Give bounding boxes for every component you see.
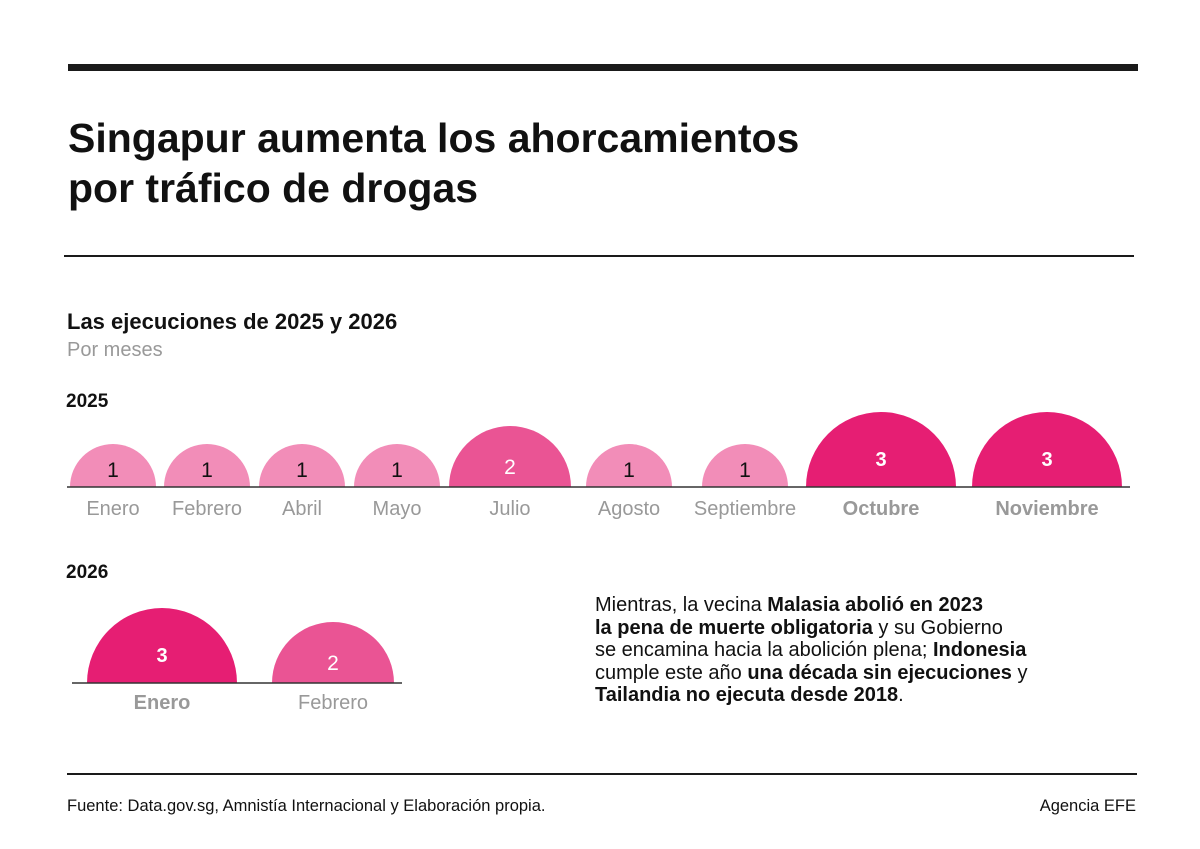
note-segment: y xyxy=(1011,661,1028,684)
semicircle-2025-Julio xyxy=(449,426,571,487)
divider xyxy=(64,255,1134,257)
note-segment: Malasia abolió en 2023 xyxy=(767,594,983,616)
month-label: Noviembre xyxy=(995,498,1098,520)
month-label: Octubre xyxy=(843,498,920,520)
semicircle-2025-Mayo xyxy=(354,444,440,487)
context-note: Mientras, la vecina Malasia abolió en 20… xyxy=(595,594,1115,707)
month-label: Agosto xyxy=(598,498,660,520)
note-segment: cumple este año xyxy=(595,661,748,684)
value-label: 1 xyxy=(391,459,403,482)
note-segment: y su Gobierno xyxy=(872,616,1003,639)
value-label: 2 xyxy=(504,456,516,479)
month-label: Mayo xyxy=(373,498,422,520)
semicircle-2025-Abril xyxy=(259,444,345,487)
page-title: Singapur aumenta los ahorcamientos por t… xyxy=(68,113,968,213)
semicircle-2026-Febrero xyxy=(272,622,394,683)
credit-text: Agencia EFE xyxy=(1039,797,1136,815)
month-label: Septiembre xyxy=(694,498,796,520)
note-segment: se encamina hacia la abolición plena; xyxy=(595,639,933,661)
value-label: 2 xyxy=(327,652,339,675)
note-segment: la pena de muerte obligatoria xyxy=(595,616,873,639)
value-label: 3 xyxy=(1041,449,1052,471)
source-text: Fuente: Data.gov.sg, Amnistía Internacio… xyxy=(67,797,546,815)
title-line-1: Singapur aumenta los ahorcamientos xyxy=(68,115,800,161)
month-label: Enero xyxy=(86,498,139,520)
note-segment: Indonesia xyxy=(933,639,1027,661)
note-segment: una década sin ejecuciones xyxy=(747,661,1012,684)
title-line-2: por tráfico de drogas xyxy=(68,165,479,211)
year-label-2025: 2025 xyxy=(66,391,109,412)
value-label: 1 xyxy=(201,459,213,482)
footer-rule xyxy=(67,773,1137,775)
note-segment: Tailandia no ejecuta desde 2018 xyxy=(595,684,899,706)
month-label: Febrero xyxy=(298,692,368,714)
semicircle-2025-Enero xyxy=(70,444,156,487)
month-label: Abril xyxy=(282,498,322,520)
semicircle-2025-Noviembre xyxy=(972,412,1122,487)
note-segment: . xyxy=(898,684,904,706)
semicircle-2026-Enero xyxy=(87,608,237,683)
month-label: Julio xyxy=(489,498,530,520)
value-label: 1 xyxy=(107,459,119,482)
value-label: 3 xyxy=(156,645,167,667)
month-label: Febrero xyxy=(172,498,242,520)
semicircle-2025-Febrero xyxy=(164,444,250,487)
value-label: 3 xyxy=(875,449,886,471)
semicircle-2025-Agosto xyxy=(586,444,672,487)
chart-title: Las ejecuciones de 2025 y 2026 xyxy=(67,309,398,334)
year-label-2026: 2026 xyxy=(66,562,109,583)
value-label: 1 xyxy=(296,459,308,482)
month-label: Enero xyxy=(134,692,191,714)
semicircle-2025-Septiembre xyxy=(702,444,788,487)
top-rule xyxy=(68,64,1138,71)
value-label: 1 xyxy=(739,459,751,482)
chart-subtitle: Por meses xyxy=(67,339,163,361)
note-segment: Mientras, la vecina xyxy=(595,594,768,616)
semicircle-2025-Octubre xyxy=(806,412,956,487)
value-label: 1 xyxy=(623,459,635,482)
